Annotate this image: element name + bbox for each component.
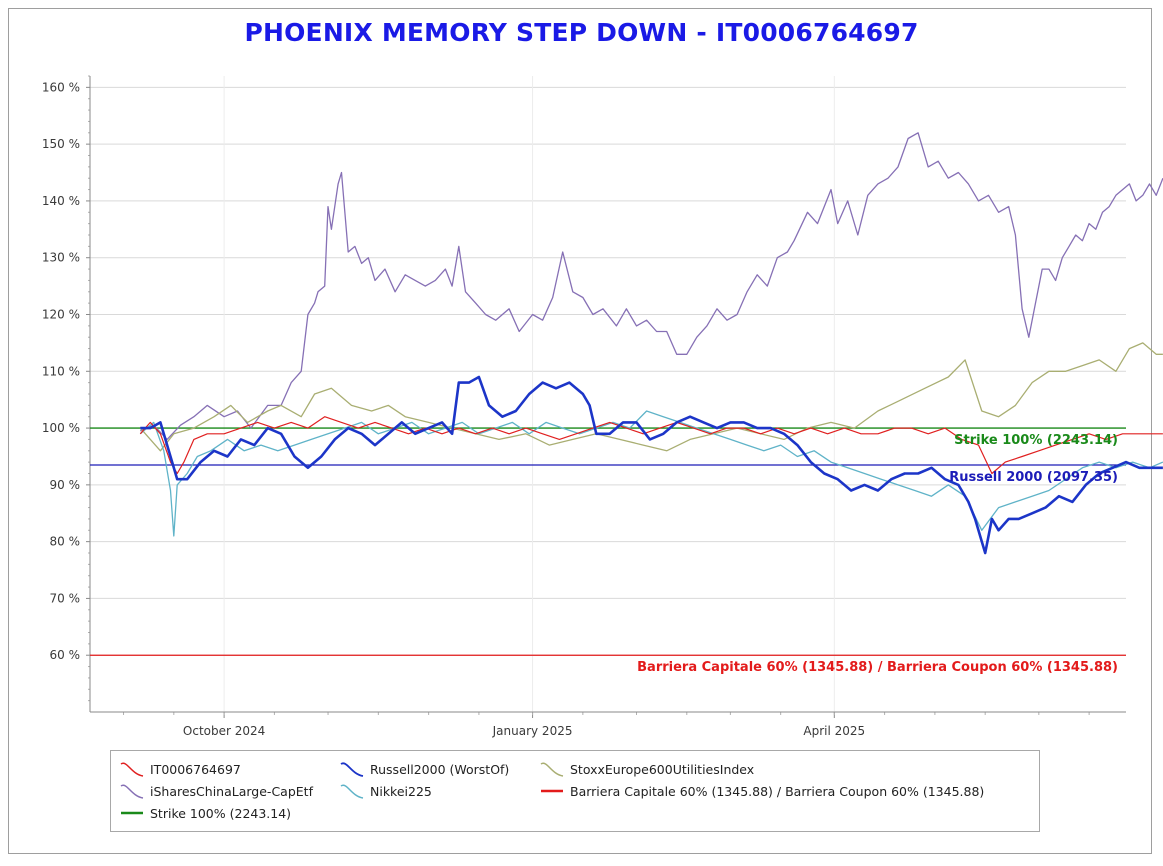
legend-label-strike: Strike 100% (2243.14) — [150, 805, 292, 821]
legend: IT0006764697 Russell2000 (WorstOf) Stoxx… — [110, 750, 1040, 832]
series-line-russell2000-worstof — [140, 375, 1163, 555]
legend-item-nikkei225: Nikkei225 — [339, 781, 432, 801]
legend-label-ishares-china: iSharesChinaLarge-CapEtf — [150, 783, 313, 799]
legend-label-russell2000: Russell2000 (WorstOf) — [370, 761, 510, 777]
series-lines — [139, 132, 1163, 555]
reference-label-russell-2000-2097-35: Russell 2000 (2097.35) — [949, 470, 1118, 485]
legend-item-ishares-china: iSharesChinaLarge-CapEtf — [119, 781, 313, 801]
legend-swatch-barriera — [541, 789, 563, 793]
legend-swatch-it0006764697 — [120, 762, 144, 777]
legend-swatch-ishares-china — [120, 784, 144, 799]
y-tick-label-80: 80 % — [50, 535, 81, 549]
legend-item-russell2000: Russell2000 (WorstOf) — [339, 759, 509, 779]
reference-labels: Strike 100% (2243.14) Russell 2000 (2097.… — [637, 433, 1118, 675]
series-line-it0006764697 — [139, 416, 1163, 475]
reference-lines — [90, 427, 1126, 656]
y-tick-label-110: 110 % — [42, 364, 80, 378]
series-line-ishareschinalarge-capetf — [140, 132, 1163, 441]
y-tick-label-100: 100 % — [42, 421, 80, 435]
legend-item-strike: Strike 100% (2243.14) — [119, 803, 291, 823]
y-tick-label-130: 130 % — [42, 251, 80, 265]
legend-swatch-strike — [121, 811, 143, 815]
legend-swatch-russell2000 — [340, 762, 364, 777]
legend-label-stoxx-utilities: StoxxEurope600UtilitiesIndex — [570, 761, 755, 777]
legend-item-stoxx-utilities: StoxxEurope600UtilitiesIndex — [539, 759, 754, 779]
legend-label-barriera: Barriera Capitale 60% (1345.88) / Barrie… — [570, 783, 985, 799]
reference-label-strike-100-2243-14: Strike 100% (2243.14) — [954, 433, 1118, 448]
legend-item-it0006764697: IT0006764697 — [119, 759, 241, 779]
legend-label-nikkei225: Nikkei225 — [370, 783, 432, 799]
legend-swatch-stoxx-utilities — [540, 762, 564, 777]
y-tick-label-120: 120 % — [42, 308, 80, 322]
y-tick-label-90: 90 % — [50, 478, 81, 492]
x-tick-label-january-2025: January 2025 — [492, 724, 573, 738]
y-tick-label-60: 60 % — [50, 648, 81, 662]
y-tick-label-140: 140 % — [42, 194, 80, 208]
series-line-stoxxeurope600utilitiesindex — [139, 342, 1163, 452]
reference-label-barriera-capitale-60-1345-88-barriera-coupon-60-1345-88: Barriera Capitale 60% (1345.88) / Barrie… — [637, 660, 1118, 675]
chart-title: PHOENIX MEMORY STEP DOWN - IT0006764697 — [244, 18, 919, 47]
y-tick-label-160: 160 % — [42, 80, 80, 94]
plot-background — [90, 76, 1126, 712]
grid-lines — [90, 76, 1126, 712]
y-tick-label-150: 150 % — [42, 137, 80, 151]
legend-item-barriera: Barriera Capitale 60% (1345.88) / Barrie… — [539, 781, 984, 801]
axes: 60 % 70 % 80 % 90 % 100 % 110 % 120 % 130 % 140 … — [42, 75, 1126, 738]
legend-swatch-nikkei225 — [340, 784, 364, 799]
x-tick-label-april-2025: April 2025 — [803, 724, 865, 738]
legend-label-it0006764697: IT0006764697 — [150, 761, 241, 777]
x-tick-label-october-2024: October 2024 — [183, 724, 265, 738]
y-tick-label-70: 70 % — [50, 591, 81, 605]
